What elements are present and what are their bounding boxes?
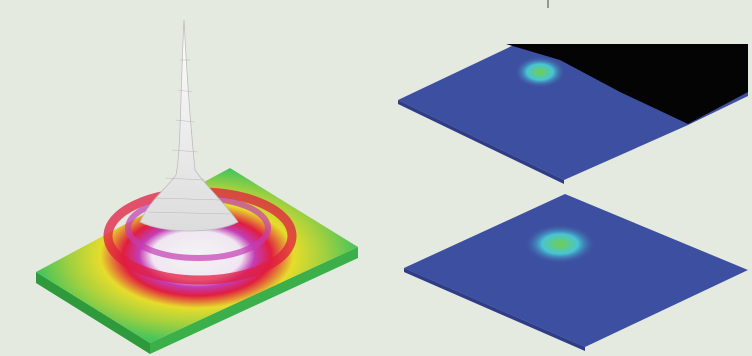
right-bottom-edge <box>404 268 585 351</box>
left-peak-hatching <box>147 59 231 215</box>
right-top-hotspot <box>514 56 566 88</box>
left-peak-spike <box>139 19 239 232</box>
right-top-edge <box>398 100 564 184</box>
left-slab-front <box>36 272 150 354</box>
right-bottom-surface-plot <box>404 194 748 351</box>
right-bottom-surface <box>404 194 748 347</box>
right-bottom-hotspot <box>524 224 596 264</box>
left-surface-plot <box>36 19 358 354</box>
right-top-surface-plot <box>398 44 748 184</box>
right-top-black-region <box>506 44 748 124</box>
left-slab-right <box>150 247 358 354</box>
